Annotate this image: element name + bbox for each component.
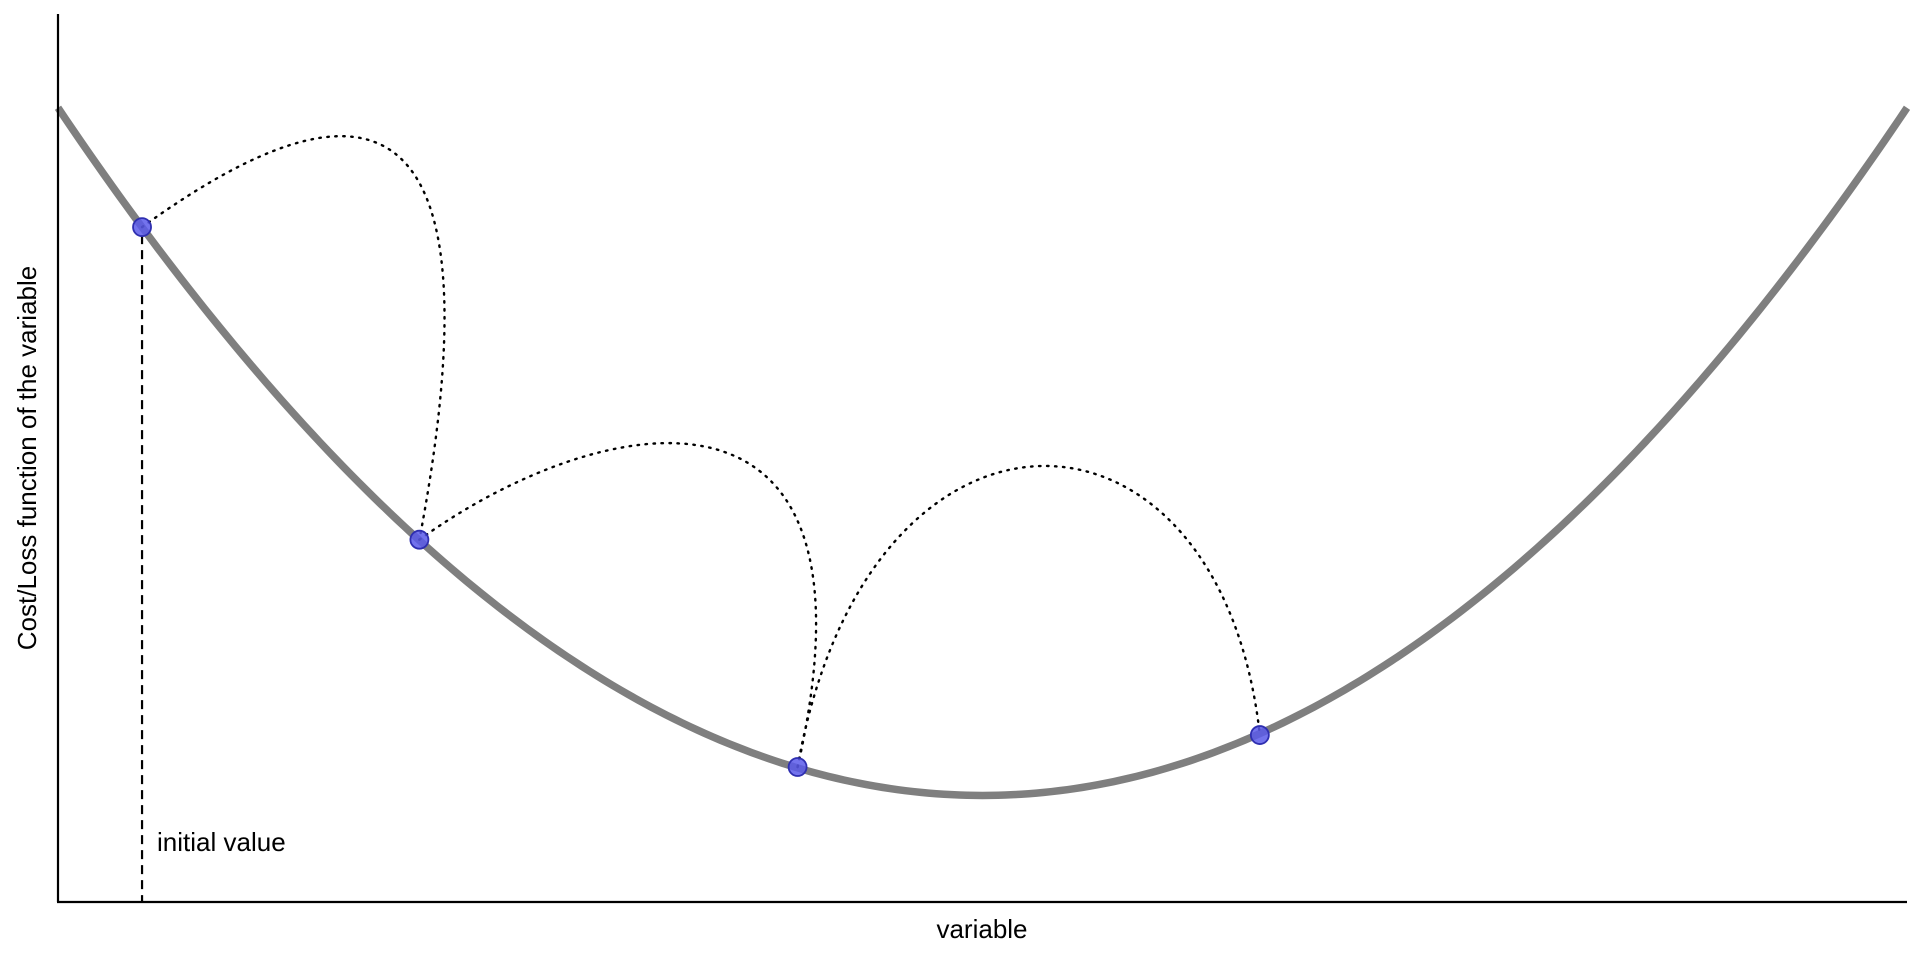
x-axis-label: variable — [936, 914, 1027, 944]
y-axis-label: Cost/Loss function of the variable — [12, 266, 42, 650]
initial-value-label: initial value — [157, 827, 286, 857]
step-point-3 — [787, 757, 808, 777]
plot-area: initial value — [54, 105, 1911, 902]
step-arc-1 — [140, 134, 446, 541]
step-arc-2 — [418, 441, 818, 769]
step-arc-3 — [796, 464, 1262, 769]
step-point-1 — [132, 217, 152, 238]
step-point-4 — [1249, 725, 1270, 745]
cost-curve-line — [54, 105, 1911, 800]
step-point-2 — [409, 529, 430, 550]
